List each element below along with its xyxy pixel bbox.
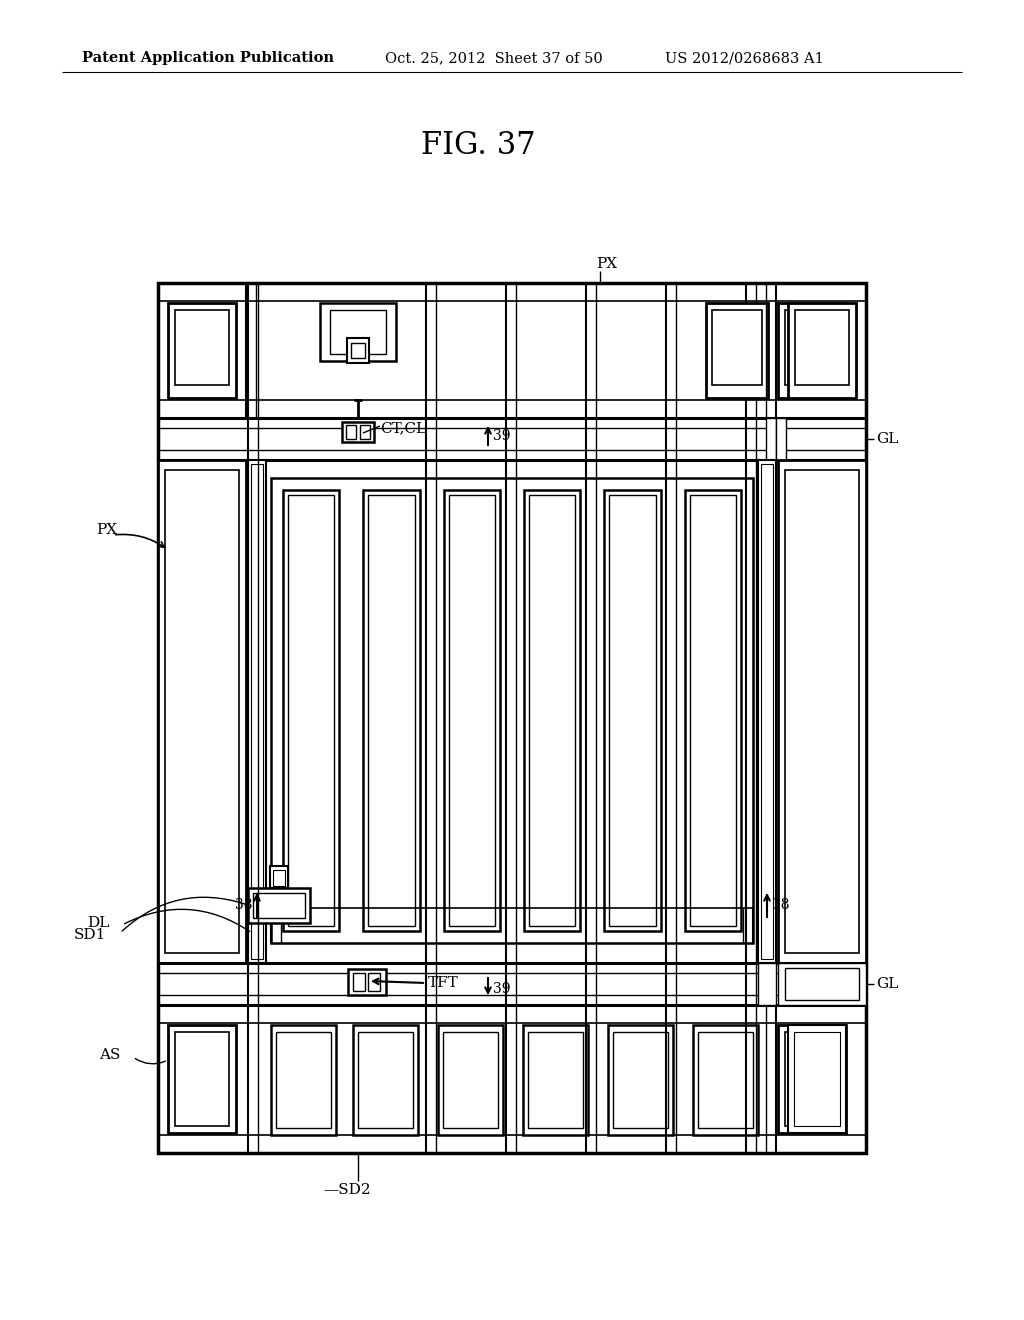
Text: 38: 38 — [234, 898, 253, 912]
Bar — [319, 304, 396, 360]
Bar — [788, 1026, 846, 1133]
Bar — [330, 310, 386, 354]
Bar — [353, 1026, 418, 1135]
Bar — [253, 894, 305, 917]
Bar — [613, 1032, 668, 1129]
Bar — [794, 1032, 840, 1126]
Bar — [248, 459, 266, 964]
Bar — [608, 1026, 673, 1135]
Bar — [766, 418, 776, 459]
Bar — [346, 425, 356, 440]
Bar — [785, 310, 839, 385]
Bar — [693, 1026, 758, 1135]
Bar — [369, 495, 415, 927]
Bar — [168, 1026, 236, 1133]
Bar — [443, 1032, 498, 1129]
Text: 39: 39 — [493, 982, 511, 997]
Bar — [283, 490, 339, 931]
Bar — [364, 490, 420, 931]
Bar — [342, 422, 374, 442]
Text: —SD2: —SD2 — [323, 1183, 371, 1197]
Bar — [288, 495, 334, 927]
Bar — [706, 304, 768, 399]
Bar — [776, 418, 786, 459]
Bar — [271, 478, 753, 942]
Bar — [443, 490, 500, 931]
Text: 39: 39 — [493, 429, 511, 444]
Bar — [276, 1032, 331, 1129]
Bar — [251, 465, 263, 960]
Bar — [528, 1032, 583, 1129]
Bar — [353, 973, 365, 991]
Bar — [347, 338, 369, 363]
Bar — [778, 304, 846, 399]
Bar — [604, 490, 660, 931]
Bar — [685, 490, 741, 931]
Bar — [348, 969, 386, 995]
Bar — [761, 465, 773, 960]
Bar — [449, 495, 495, 927]
Bar — [271, 1026, 336, 1135]
Bar — [778, 1026, 846, 1133]
Text: SD1: SD1 — [74, 928, 106, 942]
Bar — [351, 343, 365, 358]
Bar — [758, 964, 776, 1005]
Bar — [524, 490, 581, 931]
Bar — [785, 1032, 839, 1126]
Bar — [165, 470, 239, 953]
Bar — [785, 470, 859, 953]
Bar — [778, 459, 866, 964]
Text: AS: AS — [98, 1048, 120, 1063]
Bar — [158, 282, 866, 1152]
Text: Oct. 25, 2012  Sheet 37 of 50: Oct. 25, 2012 Sheet 37 of 50 — [385, 51, 603, 65]
Bar — [158, 459, 246, 964]
Bar — [758, 459, 776, 964]
Text: Patent Application Publication: Patent Application Publication — [82, 51, 334, 65]
Bar — [698, 1032, 753, 1129]
Text: PX: PX — [596, 257, 617, 271]
Bar — [358, 1032, 413, 1129]
Bar — [273, 870, 285, 886]
Text: DL: DL — [88, 916, 110, 931]
Bar — [778, 964, 866, 1005]
Bar — [438, 1026, 503, 1135]
Bar — [175, 1032, 229, 1126]
Bar — [785, 968, 859, 1001]
Bar — [168, 304, 236, 399]
Bar — [248, 888, 310, 923]
Bar — [712, 310, 762, 385]
Text: US 2012/0268683 A1: US 2012/0268683 A1 — [665, 51, 823, 65]
Bar — [523, 1026, 588, 1135]
Bar — [529, 495, 575, 927]
Text: TFT: TFT — [428, 975, 459, 990]
Bar — [175, 310, 229, 385]
Bar — [690, 495, 736, 927]
Text: CT,CL: CT,CL — [380, 421, 426, 436]
Bar — [368, 973, 380, 991]
Text: 38: 38 — [772, 898, 790, 912]
Text: GL: GL — [876, 432, 898, 446]
Bar — [360, 425, 370, 440]
Text: GL: GL — [876, 977, 898, 991]
Bar — [788, 304, 856, 399]
Bar — [609, 495, 655, 927]
Bar — [270, 866, 288, 888]
Bar — [795, 310, 849, 385]
Text: FIG. 37: FIG. 37 — [421, 129, 536, 161]
Text: PX: PX — [96, 523, 117, 537]
